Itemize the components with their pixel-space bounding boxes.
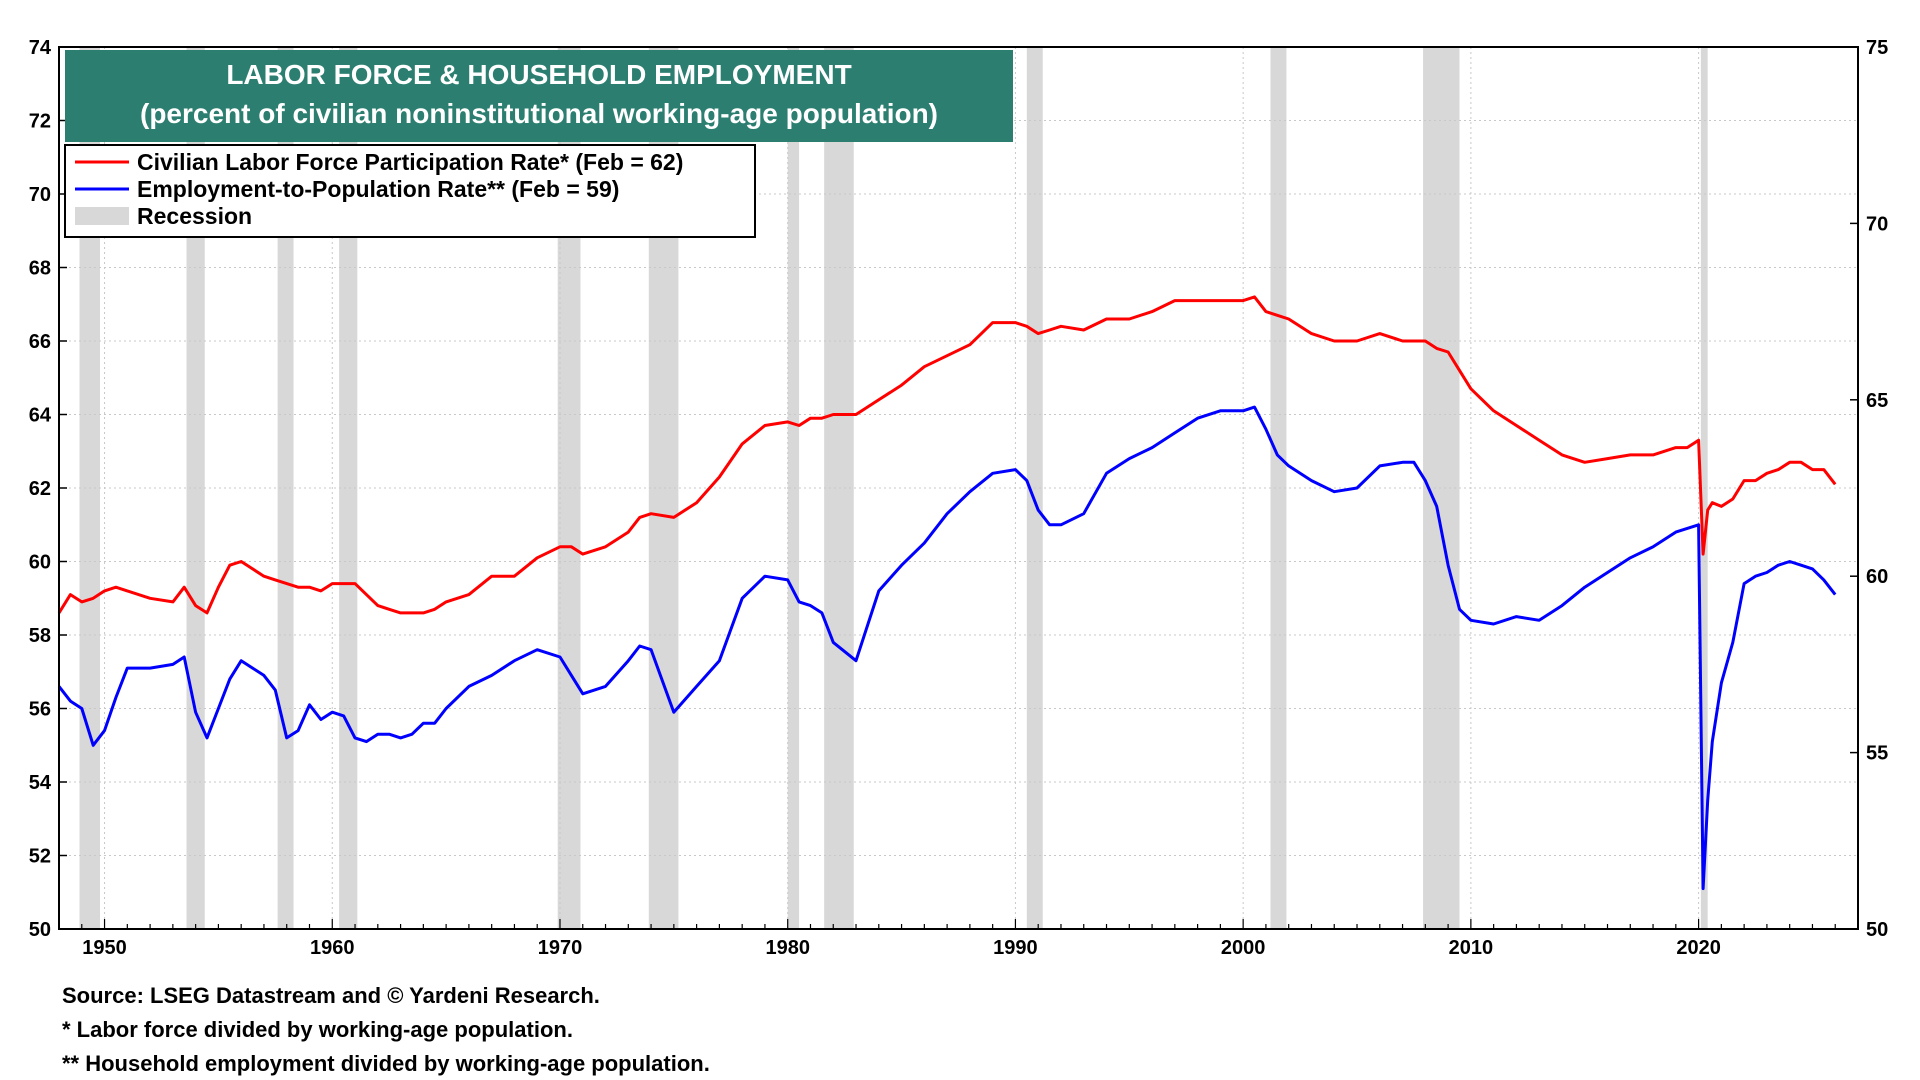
footnote-labor-force: * Labor force divided by working-age pop… (62, 1017, 573, 1042)
right-tick-label-75: 75 (1866, 37, 1888, 59)
left-tick-label-54: 54 (29, 772, 52, 794)
series-line-1 (57, 405, 1837, 891)
axis-ticks: 50 52 54 56 58 60 62 64 66 68 70 72 74 50 55 60 65 70 75 19… (29, 37, 1889, 959)
left-tick-label-60: 60 (29, 552, 51, 574)
left-tick-label-70: 70 (29, 184, 51, 206)
x-tick-label-1950: 1950 (82, 937, 127, 959)
left-tick-label-66: 66 (29, 331, 51, 353)
left-tick-label-50: 50 (29, 919, 51, 941)
x-tick-label-1960: 1960 (310, 937, 355, 959)
right-tick-label-65: 65 (1866, 390, 1888, 412)
recession-band-6 (787, 47, 800, 929)
chart-title: LABOR FORCE & HOUSEHOLD EMPLOYMENT (226, 59, 852, 90)
x-tick-label-1990: 1990 (993, 937, 1038, 959)
legend-label-2: Recession (137, 203, 252, 229)
x-tick-label-2000: 2000 (1221, 937, 1266, 959)
chart-title-box: LABOR FORCE & HOUSEHOLD EMPLOYMENT (perc… (65, 50, 1013, 142)
left-tick-label-68: 68 (29, 258, 51, 280)
right-tick-label-55: 55 (1866, 743, 1888, 765)
x-tick-label-2020: 2020 (1676, 937, 1721, 959)
right-tick-label-60: 60 (1866, 566, 1888, 588)
left-tick-label-62: 62 (29, 478, 51, 500)
x-tick-label-1970: 1970 (538, 937, 583, 959)
chart-subtitle: (percent of civilian noninstitutional wo… (140, 98, 938, 129)
x-tick-label-1980: 1980 (765, 937, 810, 959)
left-tick-label-72: 72 (29, 111, 51, 133)
recession-band-3 (339, 47, 358, 929)
left-tick-label-58: 58 (29, 625, 51, 647)
right-tick-label-70: 70 (1866, 213, 1888, 235)
right-tick-label-50: 50 (1866, 919, 1888, 941)
x-tick-label-2010: 2010 (1449, 937, 1494, 959)
legend-label-1: Employment-to-Population Rate** (Feb = 5… (137, 176, 619, 202)
legend-swatch-recession (75, 207, 129, 225)
left-tick-label-56: 56 (29, 699, 51, 721)
left-tick-label-74: 74 (29, 37, 52, 59)
left-tick-label-52: 52 (29, 846, 51, 868)
series-lines (57, 295, 1837, 891)
legend-box (64, 144, 756, 238)
footnote-household-employment: ** Household employment divided by worki… (62, 1051, 710, 1076)
left-tick-label-64: 64 (29, 405, 52, 427)
legend: Civilian Labor Force Participation Rate*… (64, 144, 756, 238)
series-line-0 (57, 295, 1837, 615)
source-note: Source: LSEG Datastream and © Yardeni Re… (62, 983, 600, 1008)
legend-label-0: Civilian Labor Force Participation Rate*… (137, 149, 683, 175)
